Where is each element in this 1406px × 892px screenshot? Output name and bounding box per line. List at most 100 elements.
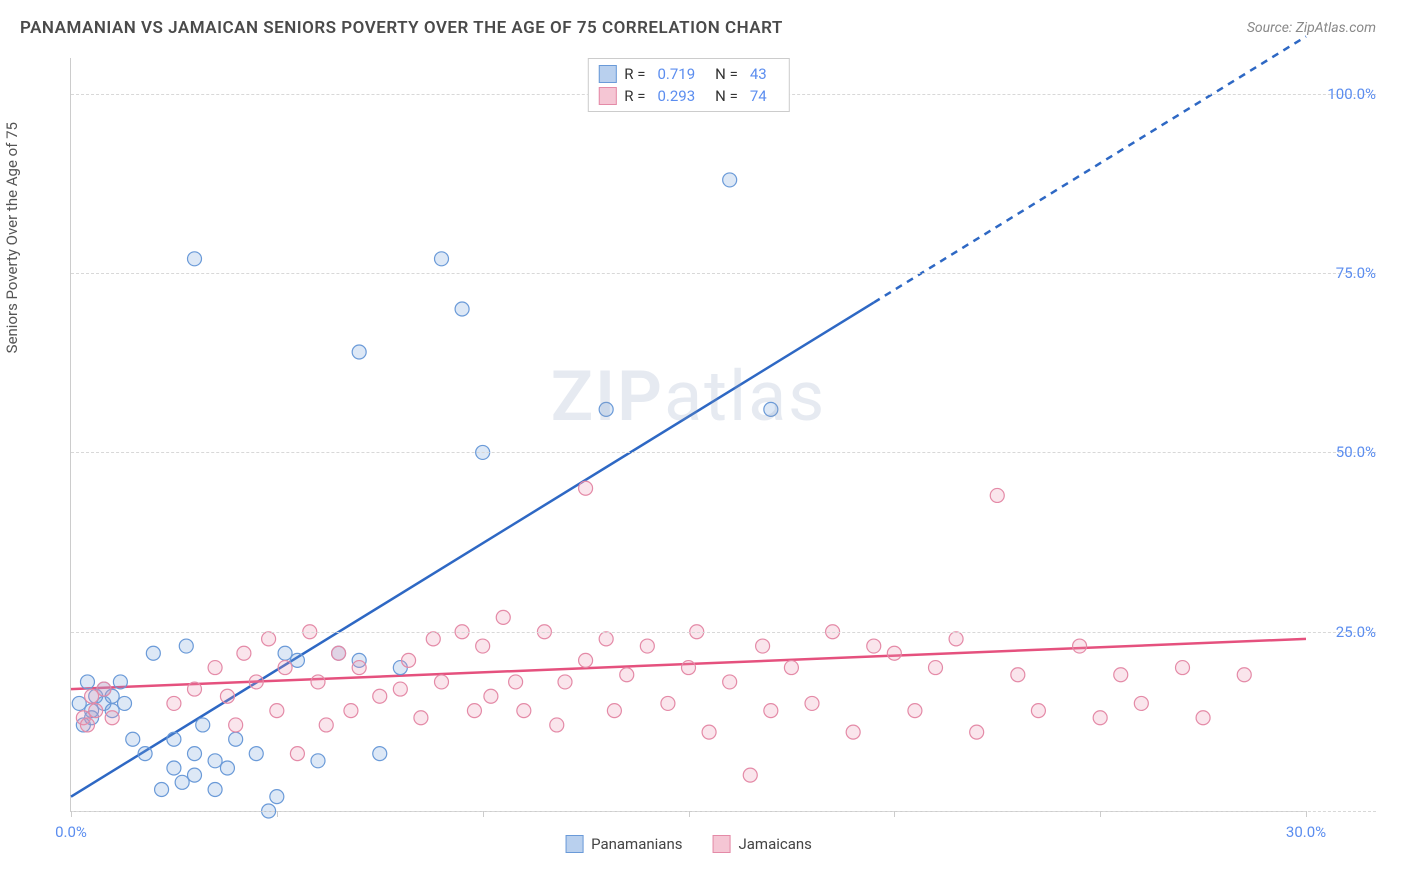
data-point	[196, 718, 210, 732]
swatch-icon	[598, 65, 616, 83]
swatch-icon	[565, 835, 583, 853]
data-point	[509, 675, 523, 689]
y-tick-label: 50.0%	[1316, 443, 1376, 461]
data-point	[990, 488, 1004, 502]
data-point	[188, 252, 202, 266]
data-point	[89, 704, 103, 718]
data-point	[290, 747, 304, 761]
data-point	[80, 718, 94, 732]
legend-row-panamanians: R = 0.719 N = 43	[598, 63, 778, 85]
data-point	[85, 689, 99, 703]
data-point	[476, 639, 490, 653]
data-point	[332, 646, 346, 660]
data-point	[1114, 668, 1128, 682]
data-point	[72, 696, 86, 710]
data-point	[1134, 696, 1148, 710]
data-point	[167, 732, 181, 746]
x-tick	[483, 811, 484, 817]
data-point	[550, 718, 564, 732]
x-tick	[689, 811, 690, 817]
legend-item-jamaicans: Jamaicans	[712, 835, 811, 853]
data-point	[270, 704, 284, 718]
data-point	[1011, 668, 1025, 682]
data-point	[393, 682, 407, 696]
data-point	[517, 704, 531, 718]
data-point	[249, 675, 263, 689]
x-tick	[277, 811, 278, 817]
data-point	[723, 173, 737, 187]
legend-item-panamanians: Panamanians	[565, 835, 682, 853]
data-point	[435, 675, 449, 689]
x-tick-label: 30.0%	[1286, 823, 1326, 841]
correlation-legend: R = 0.719 N = 43 R = 0.293 N = 74	[587, 58, 789, 112]
data-point	[249, 747, 263, 761]
data-point	[467, 704, 481, 718]
x-tick	[71, 811, 72, 817]
legend-row-jamaicans: R = 0.293 N = 74	[598, 85, 778, 107]
data-point	[138, 747, 152, 761]
data-point	[764, 704, 778, 718]
data-point	[352, 345, 366, 359]
data-point	[188, 682, 202, 696]
data-point	[908, 704, 922, 718]
data-point	[373, 747, 387, 761]
x-tick	[1100, 811, 1101, 817]
plot-area: R = 0.719 N = 43 R = 0.293 N = 74 ZIPatl…	[70, 58, 1306, 812]
data-point	[414, 711, 428, 725]
data-point	[756, 639, 770, 653]
data-point	[620, 668, 634, 682]
data-point	[723, 675, 737, 689]
data-point	[599, 402, 613, 416]
data-point	[496, 610, 510, 624]
data-point	[929, 661, 943, 675]
data-point	[1176, 661, 1190, 675]
data-point	[220, 689, 234, 703]
swatch-icon	[712, 835, 730, 853]
data-point	[682, 661, 696, 675]
data-point	[1031, 704, 1045, 718]
source-attribution: Source: ZipAtlas.com	[1247, 20, 1376, 36]
data-point	[702, 725, 716, 739]
data-point	[607, 704, 621, 718]
data-point	[311, 754, 325, 768]
gridline	[71, 452, 1376, 453]
data-point	[887, 646, 901, 660]
data-point	[661, 696, 675, 710]
data-point	[290, 653, 304, 667]
data-point	[208, 661, 222, 675]
data-point	[146, 646, 160, 660]
data-point	[867, 639, 881, 653]
data-point	[262, 632, 276, 646]
data-point	[402, 653, 416, 667]
data-point	[179, 639, 193, 653]
data-point	[484, 689, 498, 703]
data-point	[1237, 668, 1251, 682]
y-axis-label: Seniors Poverty Over the Age of 75	[3, 122, 21, 353]
data-point	[237, 646, 251, 660]
data-point	[344, 704, 358, 718]
data-point	[579, 653, 593, 667]
data-point	[167, 761, 181, 775]
data-point	[743, 768, 757, 782]
data-point	[846, 725, 860, 739]
data-point	[113, 675, 127, 689]
data-point	[229, 718, 243, 732]
data-point	[949, 632, 963, 646]
data-point	[278, 646, 292, 660]
chart-title: PANAMANIAN VS JAMAICAN SENIORS POVERTY O…	[20, 18, 783, 38]
data-point	[97, 682, 111, 696]
data-point	[188, 768, 202, 782]
data-point	[208, 782, 222, 796]
gridline	[71, 632, 1376, 633]
data-point	[126, 732, 140, 746]
data-point	[278, 661, 292, 675]
gridline	[71, 811, 1376, 812]
chart-header: PANAMANIAN VS JAMAICAN SENIORS POVERTY O…	[0, 0, 1406, 48]
data-point	[435, 252, 449, 266]
data-point	[764, 402, 778, 416]
swatch-icon	[598, 87, 616, 105]
data-point	[352, 661, 366, 675]
data-point	[220, 761, 234, 775]
data-point	[805, 696, 819, 710]
data-point	[784, 661, 798, 675]
